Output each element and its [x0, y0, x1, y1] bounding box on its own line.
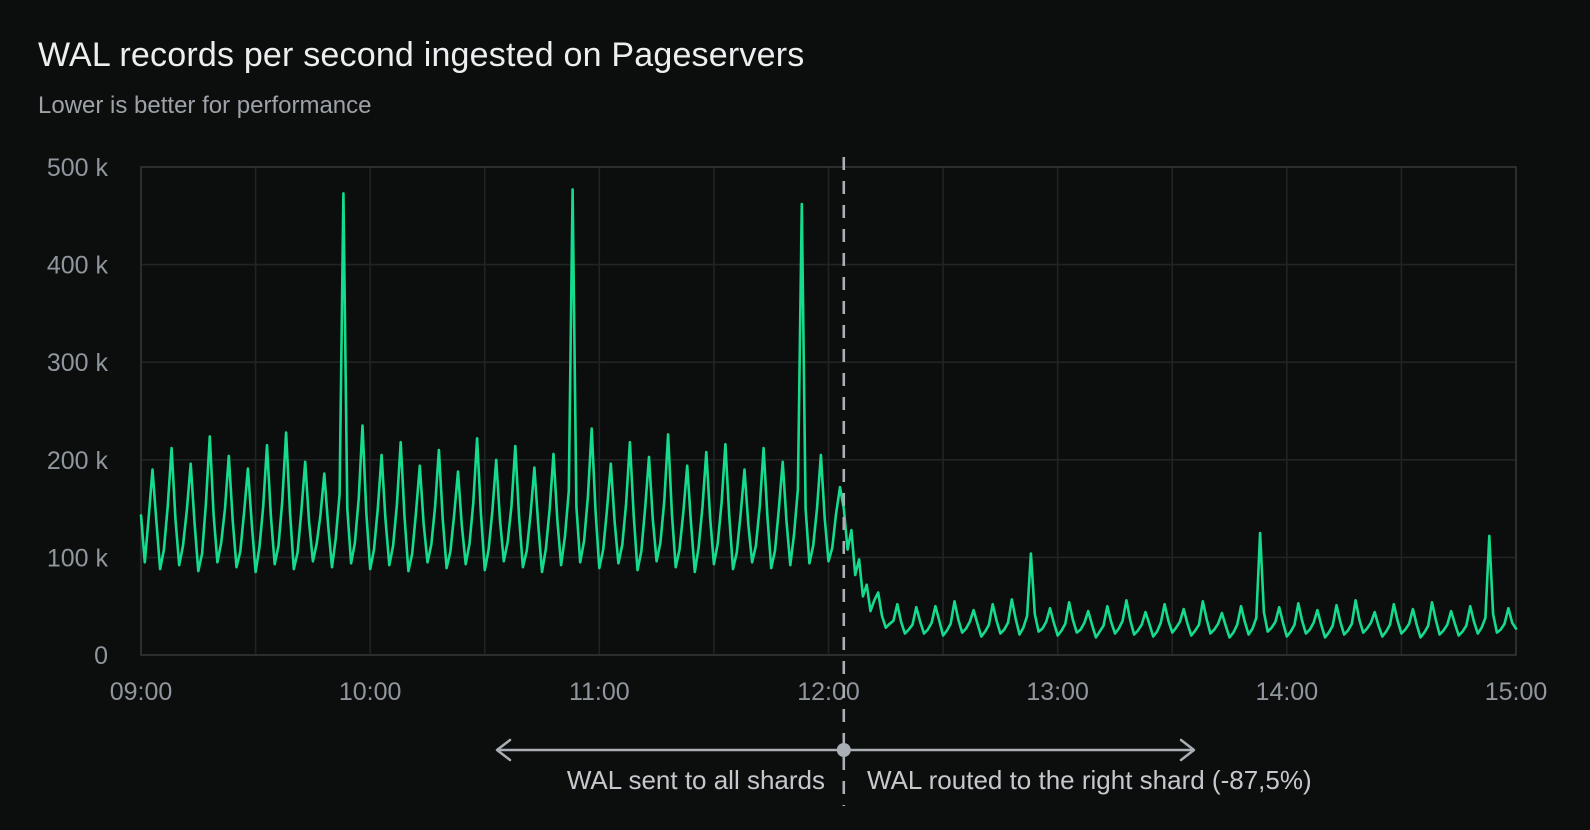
plot-border: [140, 166, 1517, 656]
y-axis-tick-label: 200 k: [47, 447, 109, 475]
x-axis-tick-label: 12:00: [797, 678, 860, 706]
right-arrowhead-icon: [1179, 738, 1196, 762]
left-arrowhead-icon: [495, 738, 512, 762]
x-axis-tick-label: 15:00: [1485, 678, 1548, 706]
y-axis-tick-label: 0: [94, 642, 108, 670]
page-subtitle: Lower is better for performance: [38, 92, 372, 119]
x-axis-tick-label: 09:00: [110, 678, 173, 706]
x-axis-tick-label: 11:00: [569, 678, 630, 706]
x-axis-tick-label: 10:00: [339, 678, 402, 706]
page-title: WAL records per second ingested on Pages…: [38, 36, 805, 74]
x-axis-tick-label: 13:00: [1026, 678, 1089, 706]
divider-midpoint-dot: [836, 743, 851, 757]
y-axis-tick-label: 100 k: [47, 544, 109, 572]
wal-series-line: [139, 188, 1518, 639]
y-axis-tick-label: 400 k: [47, 252, 109, 280]
annotation-left-label: WAL sent to all shards: [566, 765, 825, 795]
x-axis-tick-label: 14:00: [1256, 678, 1319, 706]
y-axis-tick-label: 300 k: [47, 349, 109, 377]
annotation-right-label: WAL routed to the right shard (-87,5%): [867, 765, 1312, 795]
y-axis-tick-label: 500 k: [47, 154, 109, 182]
